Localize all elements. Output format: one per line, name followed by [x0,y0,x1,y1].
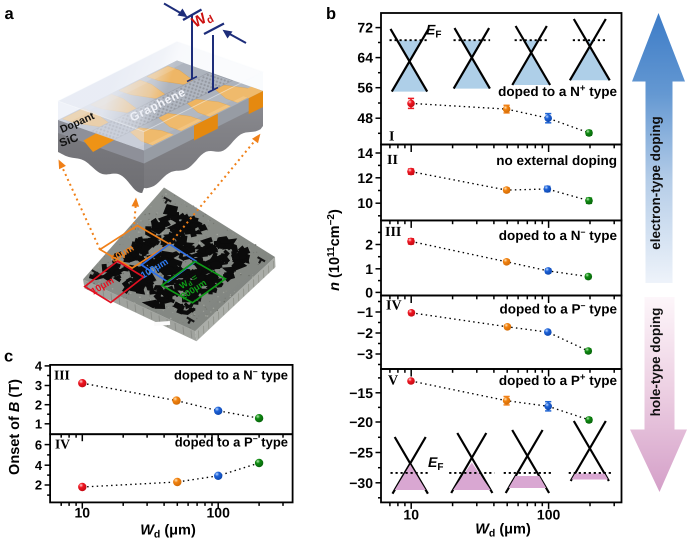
svg-text:electron-type doping: electron-type doping [648,116,663,250]
svg-text:IV: IV [386,299,402,314]
svg-text:−20: −20 [349,414,373,430]
svg-text:V: V [388,373,398,388]
svg-text:doped to a P− type: doped to a P− type [500,301,618,317]
svg-text:b: b [326,5,336,23]
svg-text:hole-type doping: hole-type doping [648,308,663,417]
svg-text:2: 2 [365,237,373,253]
svg-text:10: 10 [403,507,419,523]
svg-text:c: c [4,348,13,366]
svg-text:doped to a N− type: doped to a N− type [174,366,288,382]
svg-text:IV: IV [55,436,70,451]
svg-text:2: 2 [35,478,42,493]
svg-text:56: 56 [357,80,373,96]
svg-text:12: 12 [357,170,373,186]
svg-text:48: 48 [357,110,373,126]
svg-text:Onset of B (T): Onset of B (T) [7,379,23,475]
svg-text:4: 4 [35,359,43,374]
svg-text:doped to a P− type: doped to a P− type [175,434,288,450]
svg-text:−25: −25 [349,445,373,461]
svg-text:6: 6 [35,437,42,452]
svg-text:64: 64 [357,50,373,66]
svg-text:n (1011cm−2): n (1011cm−2) [326,209,343,291]
svg-text:III: III [385,225,401,240]
svg-text:doped to a N− type: doped to a N− type [499,227,618,243]
svg-text:72: 72 [357,20,373,36]
svg-text:I: I [389,130,394,145]
svg-text:−15: −15 [349,385,373,401]
svg-text:1: 1 [365,261,373,277]
svg-text:2: 2 [35,397,42,412]
svg-text:4: 4 [35,458,43,473]
svg-text:Wd (μm): Wd (μm) [140,523,196,541]
svg-text:II: II [387,153,398,168]
svg-text:10: 10 [357,195,373,211]
svg-text:14: 14 [357,145,373,161]
svg-text:−3: −3 [357,346,373,362]
svg-text:−30: −30 [349,475,373,491]
svg-text:−2: −2 [357,325,373,341]
svg-text:0: 0 [365,284,373,300]
svg-text:doped to a P+ type: doped to a P+ type [499,372,618,388]
svg-text:−1: −1 [357,304,373,320]
svg-text:100: 100 [207,505,231,521]
svg-text:1: 1 [35,417,42,432]
svg-text:a: a [5,5,15,23]
svg-text:100: 100 [537,507,561,523]
svg-text:III: III [54,368,70,383]
svg-text:10: 10 [75,505,91,521]
svg-text:Wd (μm): Wd (μm) [475,522,531,540]
svg-text:3: 3 [35,378,42,393]
svg-text:no external doping: no external doping [496,153,617,168]
svg-text:doped to a N+ type: doped to a N+ type [498,83,617,99]
